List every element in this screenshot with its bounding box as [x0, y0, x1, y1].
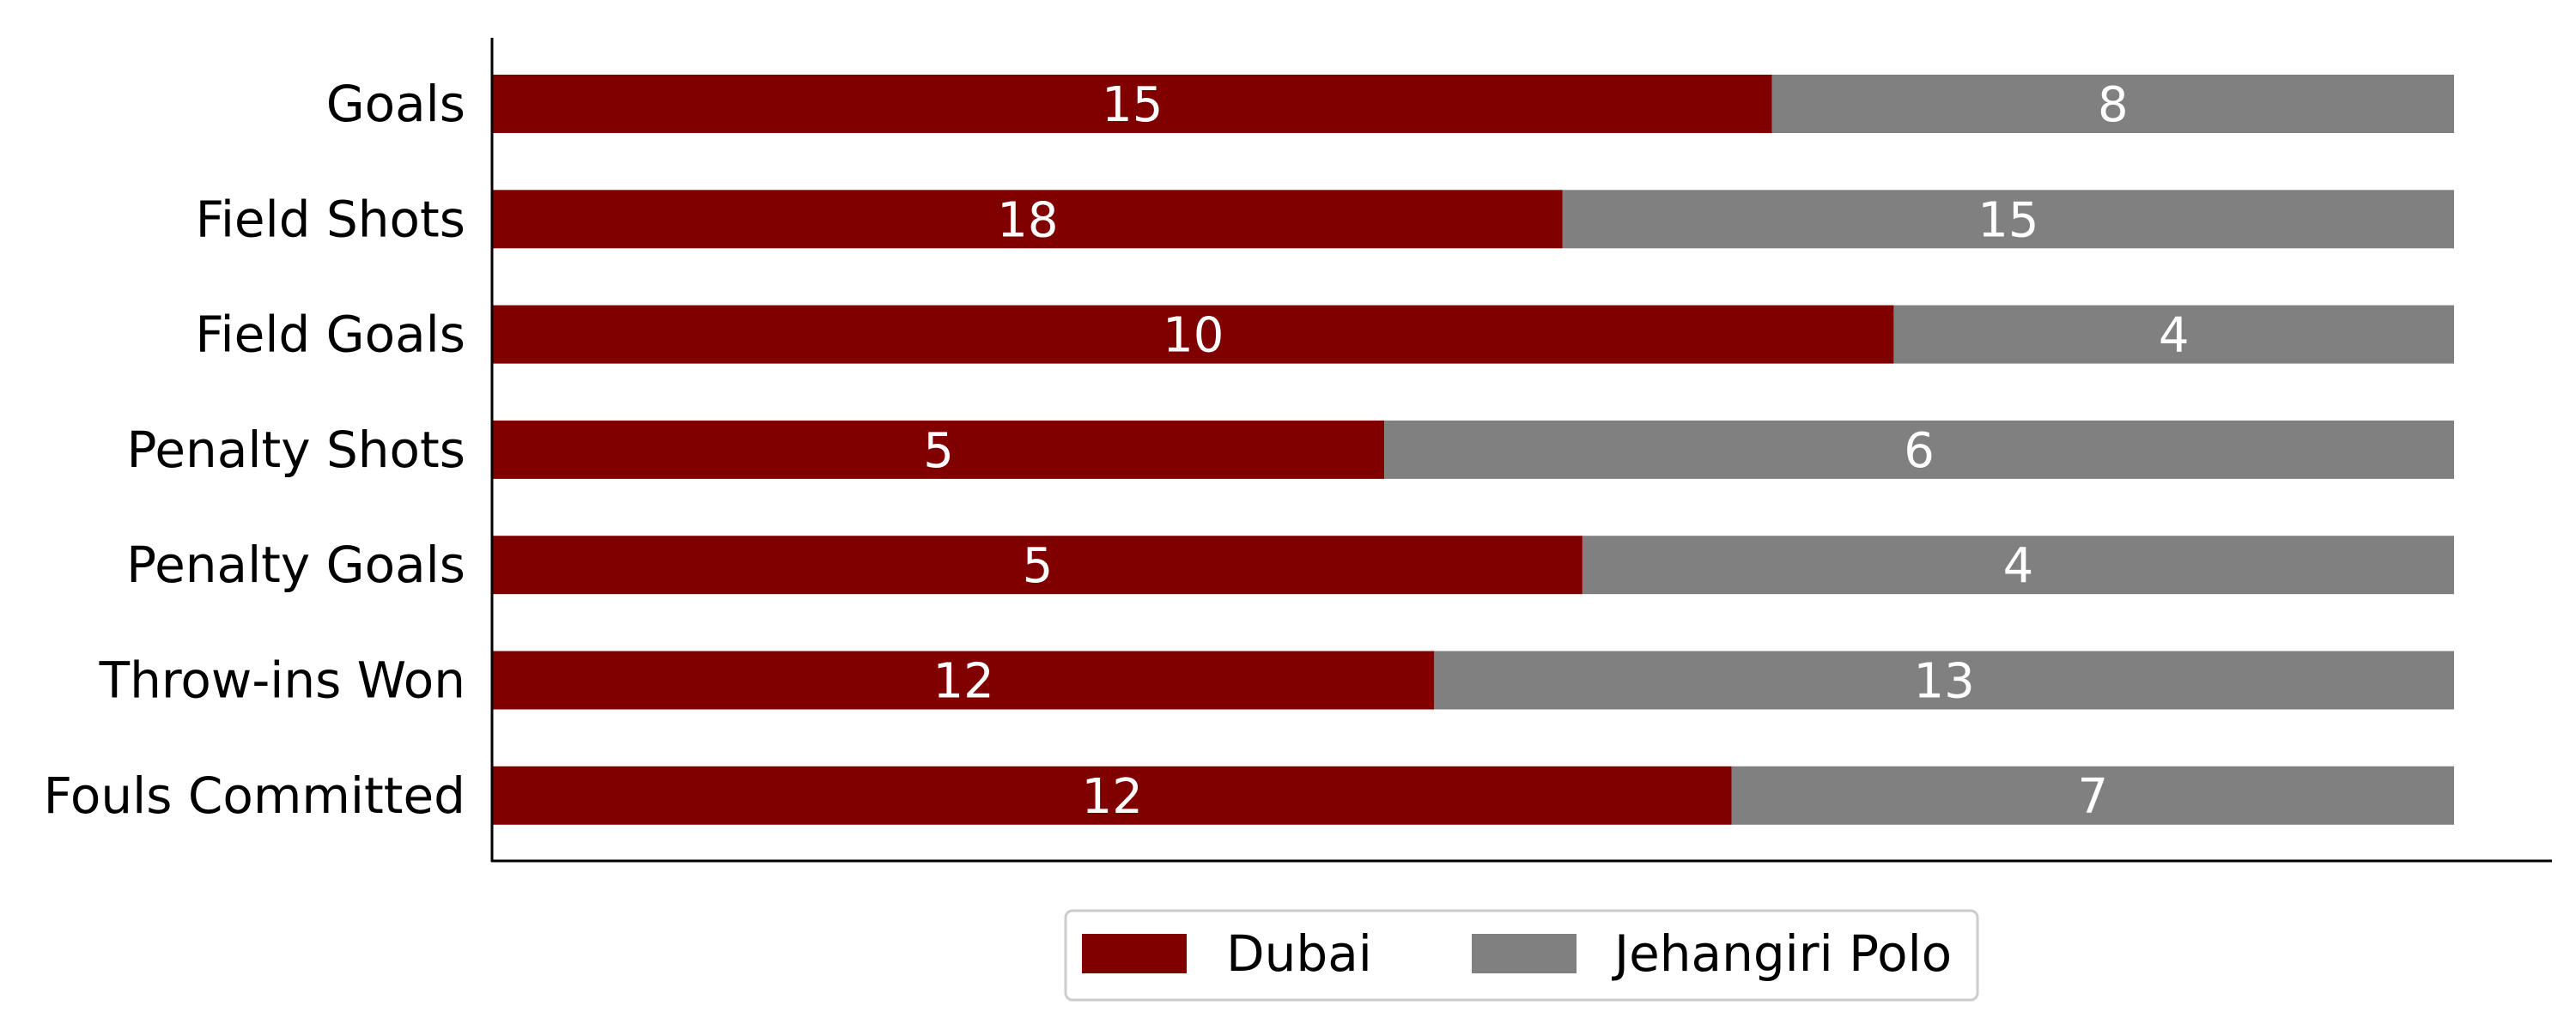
bar-goals-dubai — [493, 75, 1772, 133]
bar-goals-jehangiri-polo — [1771, 75, 2454, 133]
value-label-throw-ins-won-jehangiri-polo: 13 — [1914, 654, 1975, 710]
bar-field-goals-dubai — [493, 305, 1894, 364]
category-label-penalty-shots: Penalty Shots — [126, 421, 465, 479]
value-label-goals-dubai: 15 — [1102, 77, 1163, 133]
bar-field-shots-dubai — [493, 190, 1563, 249]
legend-swatch-jehangiri-polo — [1472, 934, 1577, 973]
value-label-fouls-committed-jehangiri-polo: 7 — [2077, 769, 2108, 825]
value-label-throw-ins-won-dubai: 12 — [933, 654, 994, 710]
bar-fouls-committed-dubai — [493, 766, 1732, 825]
bar-penalty-shots-dubai — [493, 420, 1385, 479]
category-label-penalty-goals: Penalty Goals — [126, 536, 465, 594]
bar-penalty-goals-dubai — [493, 536, 1583, 595]
category-label-goals: Goals — [326, 75, 465, 133]
category-label-fouls-committed: Fouls Committed — [44, 766, 465, 825]
value-label-field-shots-dubai: 18 — [997, 192, 1058, 248]
bars-layer — [493, 75, 2454, 825]
bar-penalty-shots-jehangiri-polo — [1384, 420, 2454, 479]
value-label-goals-jehangiri-polo: 8 — [2098, 77, 2129, 133]
value-label-penalty-shots-dubai: 5 — [923, 423, 954, 479]
bar-field-goals-jehangiri-polo — [1893, 305, 2454, 364]
category-labels-layer: Goals Field Shots Field Goals Penalty Shots… — [44, 75, 465, 825]
value-label-penalty-goals-dubai: 5 — [1023, 538, 1054, 594]
value-label-penalty-goals-jehangiri-polo: 4 — [2003, 538, 2034, 594]
legend-swatch-dubai — [1082, 934, 1187, 973]
value-label-fouls-committed-dubai: 12 — [1082, 769, 1143, 825]
legend-label-dubai: Dubai — [1226, 924, 1372, 983]
category-label-field-goals: Field Goals — [195, 306, 465, 364]
legend-label-jehangiri-polo: Jehangiri Polo — [1612, 924, 1952, 983]
bar-throw-ins-won-dubai — [493, 651, 1435, 710]
bar-throw-ins-won-jehangiri-polo — [1434, 651, 2454, 710]
value-label-field-goals-dubai: 10 — [1163, 308, 1224, 364]
category-label-throw-ins-won: Throw-ins Won — [99, 651, 465, 710]
value-label-field-shots-jehangiri-polo: 15 — [1978, 192, 2038, 248]
category-label-field-shots: Field Shots — [196, 190, 465, 248]
value-label-field-goals-jehangiri-polo: 4 — [2159, 308, 2190, 364]
bar-field-shots-jehangiri-polo — [1562, 190, 2454, 249]
legend: Dubai Jehangiri Polo — [1064, 909, 1979, 1002]
value-labels-layer: 15 8 18 15 10 4 5 6 5 4 12 13 12 7 — [923, 77, 2189, 825]
bar-fouls-committed-jehangiri-polo — [1731, 766, 2454, 825]
value-label-penalty-shots-jehangiri-polo: 6 — [1904, 423, 1935, 479]
bar-penalty-goals-jehangiri-polo — [1582, 536, 2454, 595]
